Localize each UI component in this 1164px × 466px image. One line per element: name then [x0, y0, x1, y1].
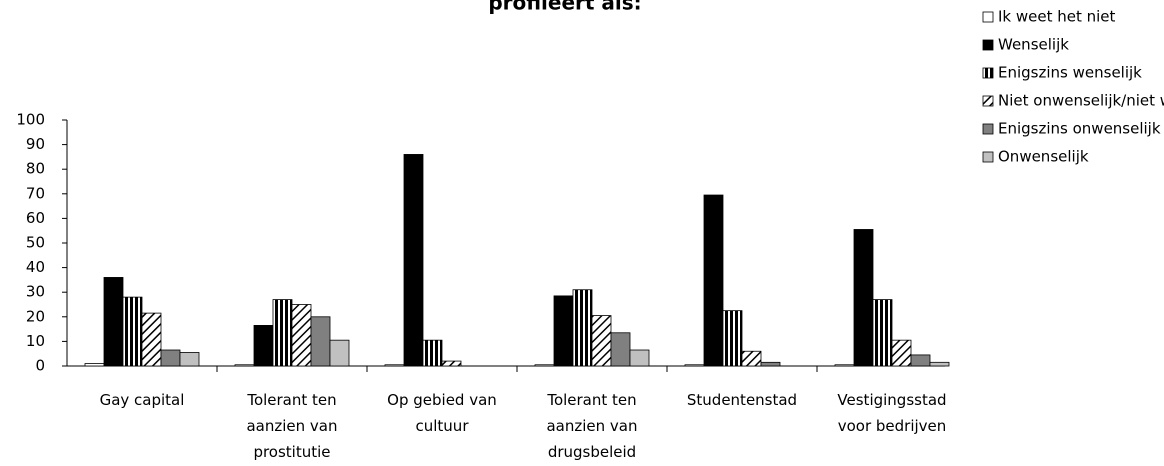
bar — [929, 361, 950, 367]
bar — [272, 299, 293, 367]
bar — [741, 350, 762, 367]
legend-swatch — [982, 151, 994, 163]
x-tick-label: Gay capital — [100, 391, 185, 409]
legend-label: Onwenselijk — [998, 148, 1089, 166]
bar — [610, 332, 631, 367]
bar — [179, 352, 200, 367]
y-tick-label: 90 — [26, 135, 45, 153]
bar — [234, 364, 255, 367]
bar — [422, 339, 443, 367]
x-tick-label: Op gebied van cultuur — [387, 391, 497, 435]
bar — [84, 363, 105, 367]
legend-label: Enigszins wenselijk — [998, 64, 1142, 82]
legend-swatch — [982, 67, 994, 79]
bar — [760, 361, 781, 367]
y-tick-label: 0 — [35, 357, 45, 375]
bar — [853, 229, 874, 367]
bar — [591, 315, 612, 367]
bar — [122, 296, 143, 367]
legend-label: Niet onwenselijk/niet wenselijk — [998, 92, 1164, 110]
legend-swatch — [982, 123, 994, 135]
chart-title: profileert als: — [488, 0, 641, 15]
bar — [291, 304, 312, 367]
x-tick-label: Studentenstad — [687, 391, 797, 409]
bar — [534, 364, 555, 367]
bar — [834, 364, 855, 367]
x-tick-label: Tolerant ten aanzien van drugsbeleid — [546, 391, 637, 461]
bar — [891, 339, 912, 367]
bar — [872, 299, 893, 367]
x-tick-label: Tolerant ten aanzien van prostitutie — [246, 391, 337, 461]
y-tick-label: 80 — [26, 160, 45, 178]
bar — [629, 349, 650, 367]
y-tick-label: 60 — [26, 209, 45, 227]
y-tick-label: 70 — [26, 184, 45, 202]
bar — [441, 360, 462, 367]
y-tick-label: 50 — [26, 234, 45, 252]
y-tick-label: 40 — [26, 258, 45, 276]
bar — [703, 194, 724, 367]
bar — [910, 354, 931, 367]
y-tick-label: 30 — [26, 283, 45, 301]
bar — [253, 325, 274, 367]
y-tick-label: 20 — [26, 307, 45, 325]
y-tick-label: 10 — [26, 332, 45, 350]
legend-swatch — [982, 39, 994, 51]
legend-swatch — [982, 95, 994, 107]
bar — [329, 339, 350, 367]
bar — [141, 312, 162, 367]
legend-label: Ik weet het niet — [998, 8, 1116, 26]
bar — [160, 349, 181, 367]
legend-label: Enigszins onwenselijk — [998, 120, 1161, 138]
bar — [403, 154, 424, 367]
bar — [684, 364, 705, 367]
bar — [572, 289, 593, 367]
legend-label: Wenselijk — [998, 36, 1069, 54]
x-tick-label: Vestigingsstad voor bedrijven — [837, 391, 946, 435]
y-tick-label: 100 — [16, 111, 45, 129]
bar — [722, 310, 743, 367]
bar — [553, 295, 574, 367]
bar — [103, 277, 124, 367]
bar — [310, 316, 331, 367]
bar — [384, 364, 405, 367]
legend-swatch — [982, 11, 994, 23]
